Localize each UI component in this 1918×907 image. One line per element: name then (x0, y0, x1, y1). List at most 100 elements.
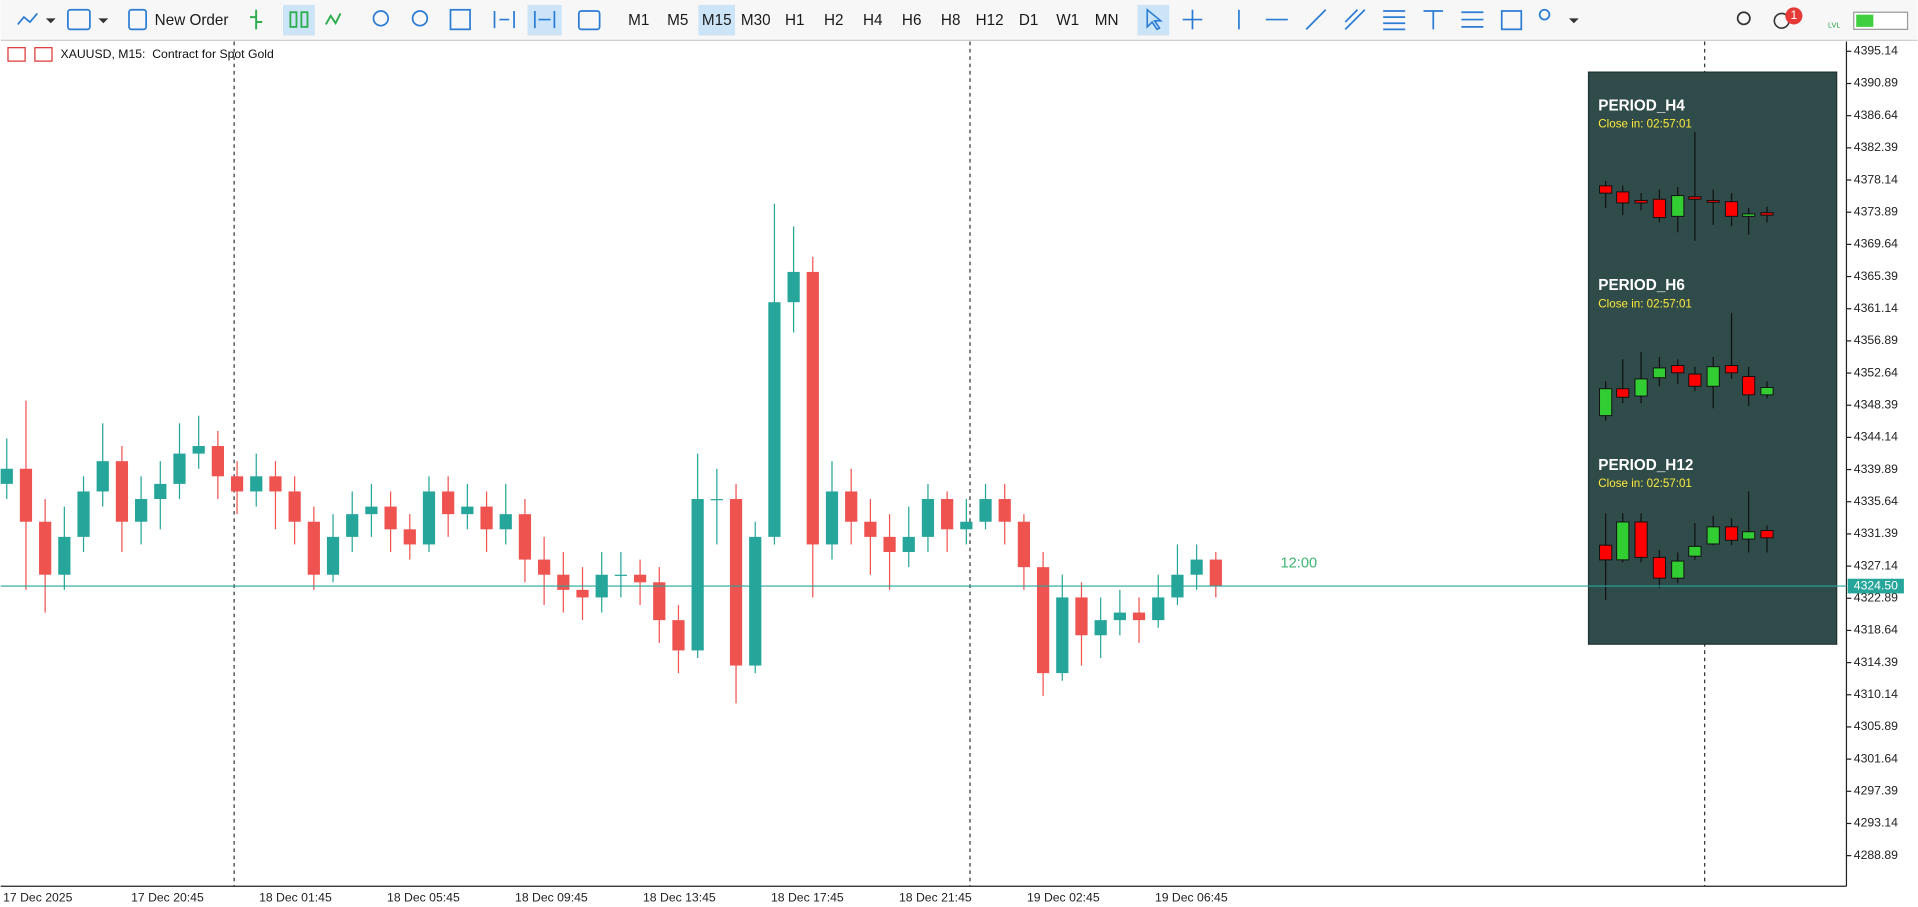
y-tick-label: 4310.14 (1854, 687, 1898, 701)
timeframe-button[interactable]: MN (1095, 12, 1119, 29)
trendline-icon[interactable] (1305, 9, 1327, 30)
period-title: PERIOD_H6 (1598, 277, 1685, 294)
candle-body (1036, 567, 1050, 674)
candles-icon[interactable] (289, 11, 298, 28)
mini-chart-h6 (1599, 312, 1774, 421)
period-countdown: Close in: 02:57:01 (1598, 118, 1692, 131)
y-tick-label: 4352.64 (1854, 365, 1898, 379)
y-tick-label: 4395.14 (1854, 44, 1898, 58)
candle-body (422, 491, 436, 545)
candle-body (288, 491, 301, 522)
candle-body (653, 582, 666, 621)
candle-body (326, 536, 340, 575)
candle-body (576, 589, 589, 598)
new-order-button[interactable]: New Order (155, 12, 229, 29)
timeframe-button[interactable]: M1 (628, 12, 649, 29)
candle-body (499, 514, 512, 530)
candle-body (173, 453, 186, 484)
y-tick-label: 4344.14 (1854, 430, 1898, 444)
dropdown[interactable] (45, 18, 56, 24)
candle-body (115, 461, 129, 522)
candle-body (269, 476, 282, 492)
autoscroll-icon[interactable] (533, 11, 556, 29)
timeframe-button[interactable]: W1 (1056, 12, 1079, 29)
shapes-icon[interactable] (1500, 10, 1523, 31)
y-tick-label: 4369.64 (1854, 237, 1898, 251)
chart-type-icon[interactable] (17, 12, 38, 25)
dropdown[interactable] (98, 18, 109, 24)
fibo-icon[interactable] (1383, 10, 1406, 31)
new-order-icon[interactable] (128, 8, 147, 31)
channel-icon[interactable] (1344, 9, 1366, 30)
candle-body (614, 574, 628, 576)
candle-body (384, 506, 397, 530)
timeframe-button[interactable]: H1 (785, 12, 805, 29)
candle-body (134, 499, 148, 522)
candle-body (960, 521, 973, 530)
bars-icon[interactable] (250, 9, 263, 30)
candle-body (941, 499, 954, 530)
y-tick-label: 4365.39 (1854, 269, 1898, 283)
y-tick-label: 4335.64 (1854, 494, 1898, 508)
gann-icon[interactable] (1461, 11, 1484, 28)
candle-body (442, 491, 455, 515)
text-icon[interactable] (1423, 10, 1444, 30)
candle-body (1056, 597, 1069, 674)
search-icon[interactable] (1736, 11, 1751, 26)
line-icon[interactable] (324, 13, 342, 26)
candles-icon[interactable] (300, 11, 309, 28)
cursor-icon[interactable] (1146, 8, 1163, 31)
y-tick-label: 4318.64 (1854, 623, 1898, 637)
timeframe-button[interactable]: H8 (941, 12, 961, 29)
candle-body (729, 499, 743, 666)
symbol-icon (7, 47, 26, 62)
indicators-icon[interactable] (67, 8, 91, 31)
y-tick-label: 4327.14 (1854, 558, 1898, 572)
timeframe-button[interactable]: H4 (863, 12, 883, 29)
y-tick-label: 4378.14 (1854, 172, 1898, 186)
zoom-in[interactable] (372, 10, 390, 27)
zoom-out[interactable] (411, 10, 429, 27)
candle-body (403, 529, 416, 545)
timeframe-button[interactable]: M30 (741, 12, 771, 29)
timeframe-button[interactable]: M15 (702, 12, 732, 29)
timeframe-button[interactable]: H12 (976, 12, 1004, 29)
timeframe-button[interactable]: H2 (824, 12, 844, 29)
candle-body (230, 476, 244, 492)
candle-body (1113, 612, 1126, 621)
screenshot-icon[interactable] (577, 10, 601, 31)
candle-body (211, 446, 224, 477)
grid-icon[interactable] (449, 8, 471, 31)
timeframe-button[interactable]: M5 (667, 12, 688, 29)
candle-body (768, 302, 781, 537)
candle-body (806, 271, 819, 545)
candle-body (0, 468, 13, 484)
shift-icon[interactable] (493, 11, 515, 29)
y-tick-label: 4305.89 (1854, 719, 1898, 733)
candle-body (154, 483, 167, 500)
candle-body (1075, 597, 1088, 636)
candle-body (538, 559, 551, 575)
candle-body (480, 506, 493, 530)
bar-countdown: 12:00 (1280, 555, 1317, 571)
current-price-tag (1847, 578, 1904, 594)
signal-level (1856, 14, 1874, 27)
timeframe-button[interactable]: D1 (1019, 12, 1039, 29)
candle-body (557, 574, 570, 590)
y-tick-label: 4356.89 (1854, 333, 1898, 347)
badge-count: 1 (1790, 8, 1797, 22)
timeframe-button[interactable]: H6 (902, 12, 922, 29)
x-tick-label: 19 Dec 02:45 (1027, 891, 1100, 905)
candle-body (710, 499, 723, 501)
x-tick-label: 17 Dec 20:45 (131, 891, 204, 905)
y-tick-label: 4390.89 (1854, 76, 1898, 90)
chart-title: XAUUSD, M15: Contract for Spot Gold (61, 47, 274, 61)
candle-body (921, 499, 935, 537)
crosshair-icon[interactable] (1182, 9, 1203, 30)
candle-body (883, 536, 896, 553)
dropdown[interactable] (1568, 18, 1579, 24)
candle-body (39, 521, 52, 575)
y-tick-label: 4348.39 (1854, 397, 1898, 411)
period-title: PERIOD_H4 (1598, 97, 1685, 114)
objects-icon[interactable] (1538, 8, 1551, 21)
